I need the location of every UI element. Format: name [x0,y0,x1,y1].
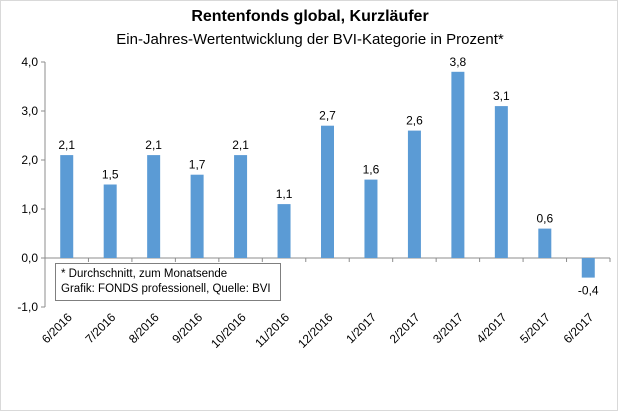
labels-group: 2,1 1,5 2,1 1,7 2,1 1,1 2,7 1,6 2,6 3,8 3,1 0,6 -0,4 [58,55,599,298]
x-tick-label: 4/2017 [474,310,510,346]
x-tick-label: 9/2016 [169,310,205,346]
x-tick-label: 1/2017 [343,310,379,346]
x-tick-label: 8/2016 [126,310,162,346]
data-label: 1,6 [363,163,380,177]
bar [190,174,204,258]
source-text: Grafik: FONDS professionell, Quelle: BVI [61,283,271,295]
data-label: 1,5 [102,168,119,182]
bar [538,228,552,258]
footnote-text: * Durchschnitt, zum Monatsende [61,268,228,280]
data-label: 3,8 [450,55,467,69]
x-tick-label: 12/2016 [295,310,336,351]
x-tick-label: 11/2016 [252,310,292,350]
data-label: 2,6 [406,114,423,128]
bar [407,130,421,258]
data-label: 2,1 [145,138,162,152]
bar [103,184,117,258]
data-label: 2,1 [232,138,249,152]
y-tick-label: 0,0 [21,251,38,265]
y-tick-label: 3,0 [21,104,38,118]
x-tick-label: 5/2017 [517,310,553,346]
bar [451,71,465,258]
bars-group [60,71,595,278]
y-tick-label: 4,0 [21,55,38,69]
bar [364,179,378,258]
data-label: 1,7 [189,158,206,172]
x-tick-label: 10/2016 [208,310,249,351]
bar [234,155,248,258]
y-tick-label: 1,0 [21,202,38,216]
bar [321,125,334,258]
data-label: 3,1 [493,89,510,103]
data-label: -0,4 [578,284,599,298]
bar [581,258,595,278]
bar [147,155,161,258]
chart-title: Rentenfonds global, Kurzläufer [191,8,429,25]
bar [277,204,291,258]
bar [494,106,508,258]
data-label: 2,1 [58,138,75,152]
data-label: 0,6 [536,212,553,226]
x-tick-label: 6/2017 [561,310,597,346]
x-tick-label: 6/2016 [39,310,75,346]
x-tick-label: 3/2017 [430,310,466,346]
y-tick-label: 2,0 [21,153,38,167]
data-label: 1,1 [276,187,293,201]
x-tick-label: 7/2016 [82,310,118,346]
chart-subtitle: Ein-Jahres-Wertentwicklung der BVI-Kateg… [116,31,504,48]
source-note-box: * Durchschnitt, zum Monatsende Grafik: F… [55,263,281,301]
y-tick-label: -1,0 [17,300,38,314]
bar [60,155,74,258]
data-label: 2,7 [319,109,336,123]
x-tick-label: 2/2017 [387,310,423,346]
